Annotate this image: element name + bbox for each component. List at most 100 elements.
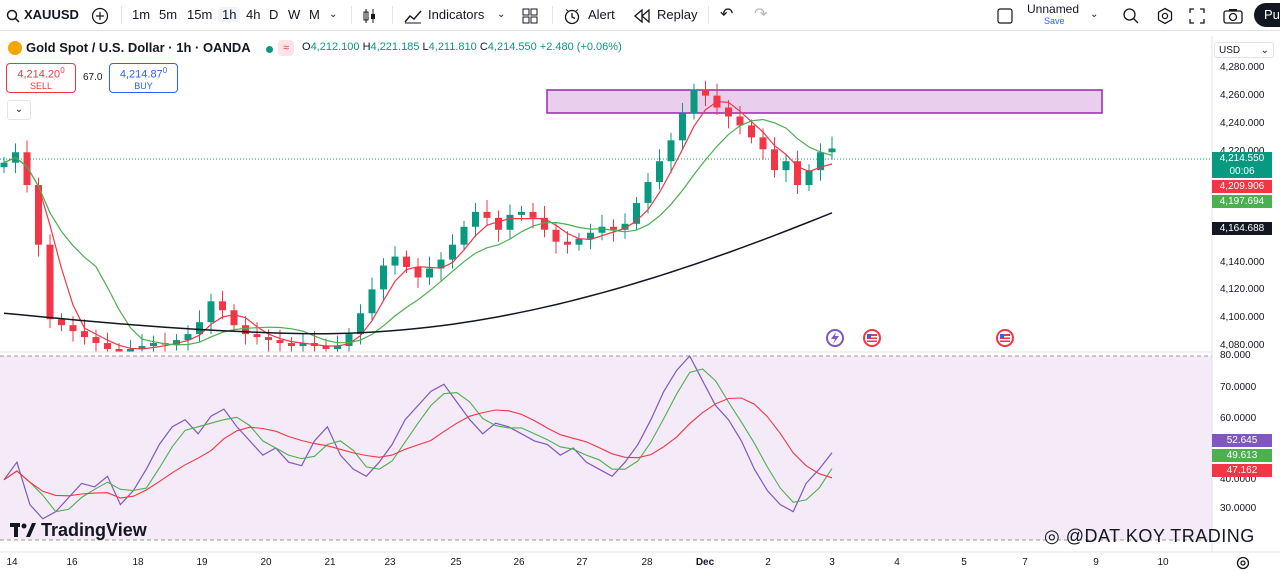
candle-body <box>518 211 525 215</box>
candle-body <box>598 226 606 233</box>
alert-clock-icon[interactable] <box>563 0 581 30</box>
replay-button[interactable]: Replay <box>657 7 698 22</box>
symbol-name[interactable]: XAUUSD <box>24 7 79 22</box>
candle-body <box>35 185 42 245</box>
layout-dropdown-icon[interactable]: ⌄ <box>1090 9 1099 20</box>
candle-body <box>345 334 353 347</box>
ma-green-tag: 4,197.694 <box>1212 195 1272 208</box>
candle-body <box>230 310 238 326</box>
candle-body <box>771 149 778 171</box>
timeframe-d[interactable]: D <box>269 7 279 22</box>
close-value: 4,214.550 <box>487 41 537 53</box>
time-label: 19 <box>196 557 208 568</box>
rsi-band <box>0 356 1212 540</box>
timeframe-m[interactable]: M <box>309 7 320 22</box>
time-label: 23 <box>384 557 396 568</box>
high-label: H <box>362 41 371 53</box>
timeframe-4h[interactable]: 4h <box>246 7 261 22</box>
resistance-zone[interactable] <box>546 89 1103 114</box>
candle-body <box>46 244 54 320</box>
candle-body <box>782 161 790 171</box>
price-label: 4,100.000 <box>1220 312 1265 323</box>
indicators-button[interactable]: Indicators <box>428 7 485 22</box>
candle-body <box>564 241 571 245</box>
layout-save-link[interactable]: Save <box>1044 16 1065 26</box>
timeframe-w[interactable]: W <box>288 7 301 22</box>
timeframe-5m[interactable]: 5m <box>159 7 178 22</box>
timeframe-15m[interactable]: 15m <box>187 7 213 22</box>
rsi-ma-green-tag: 49.613 <box>1212 449 1272 462</box>
indicators-dropdown-icon[interactable]: ⌄ <box>497 9 506 20</box>
snapshot-camera-icon[interactable] <box>1223 0 1243 30</box>
gold-symbol-icon <box>8 41 22 55</box>
chart-settings-gear-icon[interactable] <box>1236 556 1250 570</box>
event-us-flag-icon[interactable] <box>996 329 1014 347</box>
fullscreen-icon[interactable] <box>1189 0 1205 30</box>
layout-checkbox-icon[interactable] <box>997 0 1013 30</box>
tradingview-logo-text: TradingView <box>41 520 147 540</box>
candle-body <box>575 238 583 245</box>
candle-body <box>667 140 675 162</box>
candle-body <box>196 322 203 335</box>
candle-body <box>69 325 77 332</box>
quick-search-icon[interactable] <box>1122 0 1140 30</box>
rsi-label: 40.0000 <box>1220 474 1257 485</box>
timeframe-1h-label: 1h <box>218 7 241 22</box>
candle-body <box>242 325 249 335</box>
settings-gear-icon[interactable] <box>1156 0 1174 30</box>
rsi-label: 80.000 <box>1220 350 1251 361</box>
candle-body <box>288 343 295 347</box>
candle-body <box>127 349 134 352</box>
data-delay-icon[interactable]: ≈ <box>278 40 294 56</box>
bar-countdown-tag: 00:06 <box>1212 165 1272 178</box>
candle-style-icon[interactable] <box>362 0 378 30</box>
time-label: 3 <box>829 557 835 568</box>
ma-black-line <box>3 212 833 335</box>
candle-body <box>150 343 157 347</box>
redo-icon[interactable]: ↷ <box>754 6 768 23</box>
ma-green-line <box>3 118 833 346</box>
sell-label: SELL <box>29 80 53 91</box>
templates-grid-icon[interactable] <box>522 0 538 30</box>
currency-selector[interactable]: USD ⌄ <box>1214 42 1274 58</box>
currency-label: USD <box>1219 45 1241 56</box>
price-label: 4,260.000 <box>1220 90 1265 101</box>
candle-body <box>748 125 755 138</box>
indicators-icon[interactable] <box>404 0 422 30</box>
candle-body <box>725 107 732 117</box>
timeframe-1h[interactable]: 1h <box>218 0 241 30</box>
symbol-search-icon[interactable] <box>6 0 20 30</box>
compare-add-icon[interactable] <box>91 0 109 30</box>
publish-button[interactable]: Pu <box>1254 3 1280 27</box>
candle-body <box>391 256 399 266</box>
rsi-ma-green-line <box>3 368 833 513</box>
time-label: 10 <box>1157 557 1169 568</box>
layout-name[interactable]: Unnamed <box>1027 2 1080 16</box>
candle-body <box>81 331 88 338</box>
timeframe-1m[interactable]: 1m <box>132 7 151 22</box>
time-label: 2 <box>765 557 771 568</box>
candle-body <box>219 301 226 311</box>
event-us-flag-icon[interactable] <box>863 329 881 347</box>
time-label: 16 <box>66 557 78 568</box>
change-value: +2.480 (+0.06%) <box>539 41 622 53</box>
watermark-label: @DAT KOY TRADING <box>1065 526 1255 546</box>
buy-button[interactable]: 4,214.870 BUY <box>109 63 178 93</box>
price-label: 4,220.000 <box>1220 146 1265 157</box>
candle-body <box>334 346 341 350</box>
sell-price-sup: 0 <box>60 66 65 75</box>
replay-icon[interactable] <box>634 0 650 30</box>
buy-price: 4,214.87 <box>119 68 163 81</box>
event-lightning-icon[interactable] <box>826 329 844 347</box>
time-label: 9 <box>1093 557 1099 568</box>
legend-collapse-icon[interactable]: ⌄ <box>7 100 31 120</box>
timeframe-dropdown-icon[interactable]: ⌄ <box>329 9 338 20</box>
sell-button[interactable]: 4,214.200 SELL <box>6 63 76 93</box>
tradingview-logo[interactable]: TradingView <box>10 520 147 541</box>
undo-icon[interactable]: ↶ <box>720 6 734 23</box>
alert-button[interactable]: Alert <box>588 7 615 22</box>
candle-body <box>506 214 514 230</box>
candle-body <box>207 301 215 323</box>
price-label: 4,080.000 <box>1220 340 1265 351</box>
